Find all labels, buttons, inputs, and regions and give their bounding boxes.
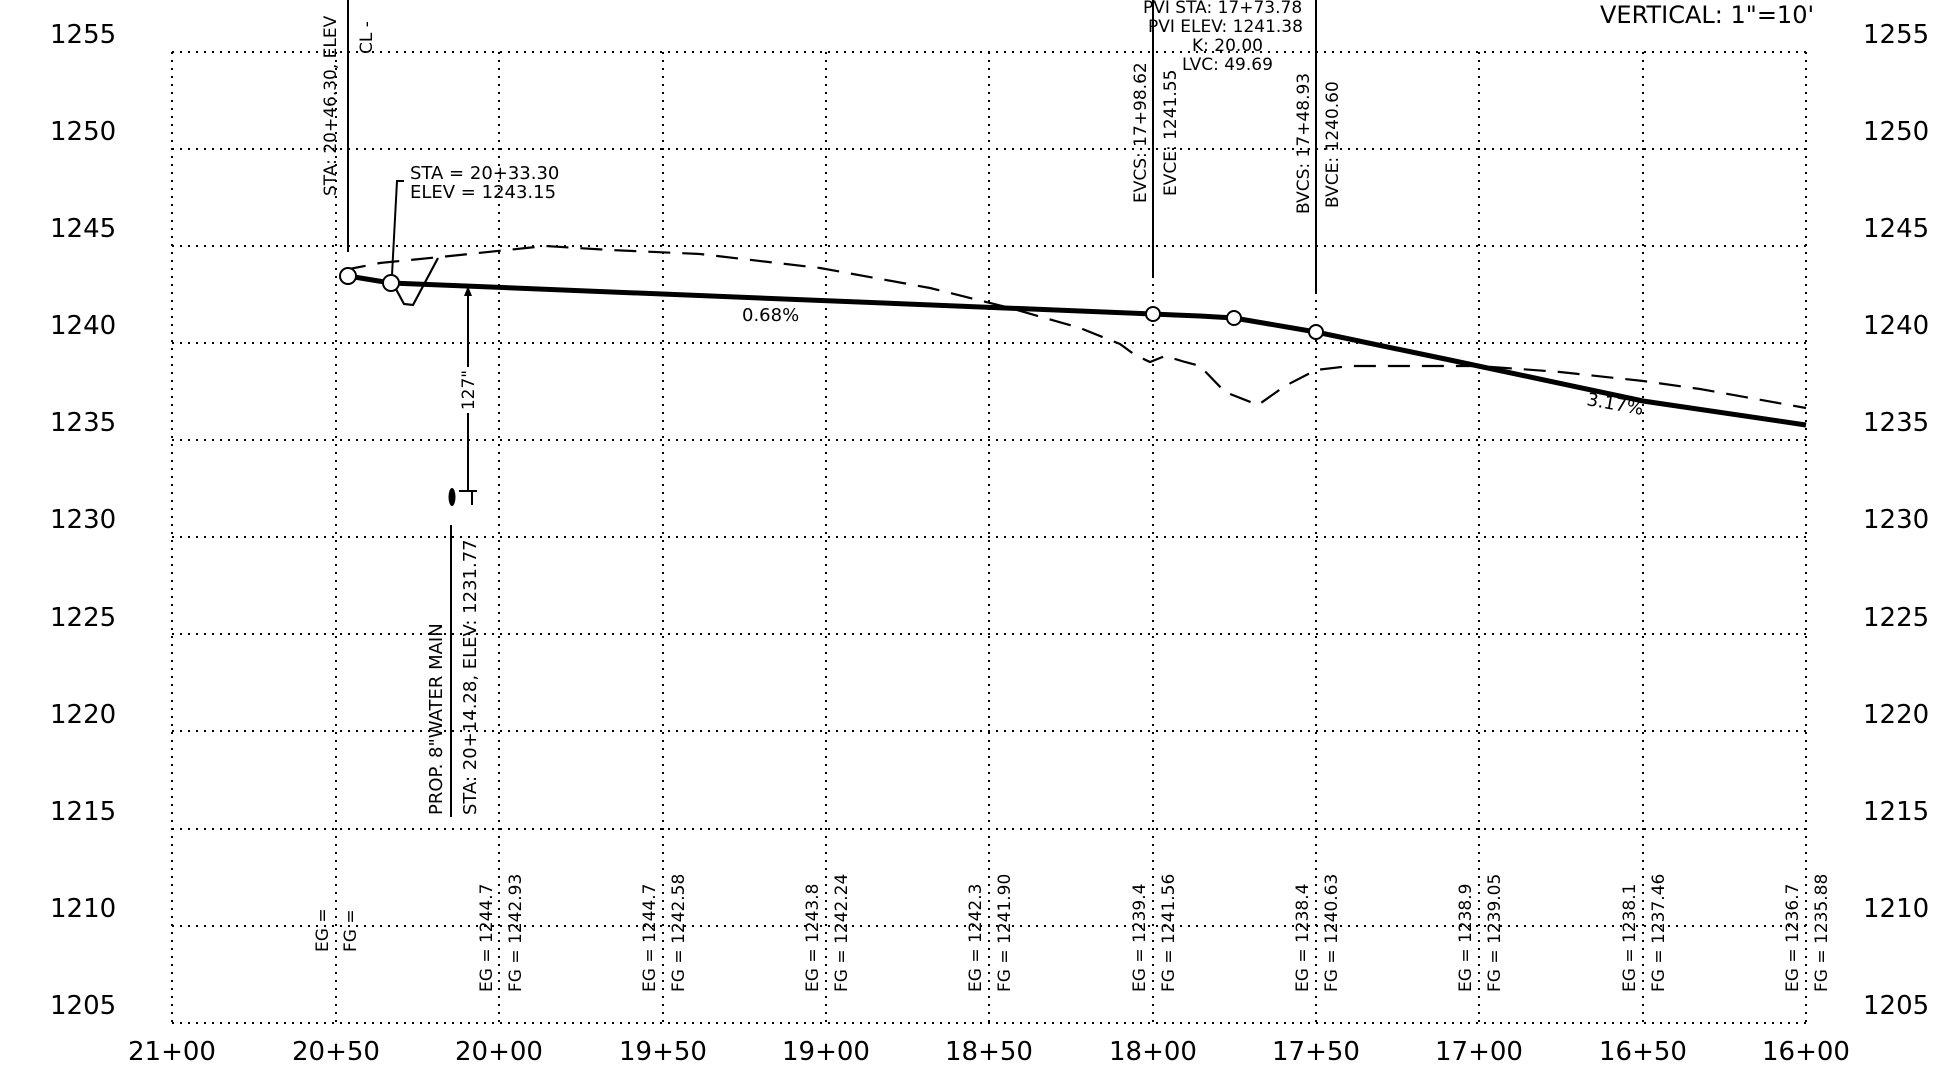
- existing-ground-line: [343, 244, 1807, 410]
- grid: [171, 51, 1807, 1024]
- station-label: 18+50: [945, 1037, 1033, 1066]
- elev-label: 1245: [1863, 214, 1929, 244]
- fg-label: FG = 1241.56: [1159, 874, 1179, 992]
- eg-label: EG =: [313, 908, 333, 952]
- fg-label: FG = 1239.05: [1485, 874, 1505, 992]
- grade-label-1: 0.68%: [742, 305, 799, 326]
- elev-label: 1250: [50, 117, 116, 147]
- evcs-label: EVCS: 17+98.62: [1131, 62, 1151, 203]
- elev-label: 1235: [50, 408, 116, 438]
- finished-grade-line: [347, 273, 1807, 428]
- bvce-label: BVCE: 1240.60: [1323, 81, 1343, 208]
- sta-point-leader: [391, 180, 404, 276]
- fg-label: FG =: [341, 909, 361, 952]
- eg-label: EG = 1243.8: [803, 884, 823, 992]
- eg-label: EG = 1238.9: [1456, 884, 1476, 992]
- elev-label: 1240: [50, 311, 116, 341]
- pvi-k-label: K: 20.00: [1192, 36, 1263, 56]
- elevation-labels-left: 1255 1250 1245 1240 1235 1230 1225 1220 …: [50, 20, 116, 1021]
- point-station-label: STA = 20+33.30: [410, 163, 559, 184]
- eg-label: EG = 1244.7: [477, 884, 497, 992]
- elev-label: 1205: [1863, 991, 1929, 1021]
- eg-label: EG = 1236.7: [1783, 884, 1803, 992]
- fg-label: FG = 1235.88: [1812, 874, 1832, 992]
- station-label: 19+50: [619, 1037, 707, 1066]
- vertical-scale-note: VERTICAL: 1"=10': [1600, 1, 1814, 29]
- grade-label-2: 3.17%: [1585, 389, 1645, 420]
- evcs-marker: [1145, 306, 1161, 322]
- station-labels: 21+00 20+50 20+00 19+50 19+00 18+50 18+0…: [128, 1037, 1850, 1066]
- station-label: 21+00: [128, 1037, 216, 1066]
- elev-label: 1230: [1863, 505, 1929, 535]
- station-label: 17+50: [1272, 1037, 1360, 1066]
- elev-label: 1215: [1863, 797, 1929, 827]
- eg-label: EG = 1239.4: [1130, 884, 1150, 992]
- station-label: 17+00: [1435, 1037, 1523, 1066]
- station-label: 16+50: [1599, 1037, 1687, 1066]
- elev-label: 1210: [1863, 894, 1929, 924]
- water-main-station: STA: 20+14.28, ELEV: 1231.77: [460, 539, 481, 815]
- station-label: 20+50: [292, 1037, 380, 1066]
- fg-label: FG = 1237.46: [1649, 874, 1669, 992]
- elev-label: 1245: [50, 214, 116, 244]
- station-label: 16+00: [1762, 1037, 1850, 1066]
- elev-label: 1235: [1863, 408, 1929, 438]
- station-label: 20+00: [455, 1037, 543, 1066]
- cl-mark-label: CL -: [357, 21, 377, 54]
- elev-label: 1255: [50, 20, 116, 50]
- fg-label: FG = 1242.58: [669, 874, 689, 992]
- fg-label: FG = 1242.24: [832, 874, 852, 992]
- elev-label: 1240: [1863, 311, 1929, 341]
- station-label: 19+00: [782, 1037, 870, 1066]
- eg-label: EG = 1242.3: [966, 884, 986, 992]
- elev-label: 1255: [1863, 20, 1929, 50]
- bottom-elevation-labels: EG = FG = EG = 1244.7 FG = 1242.93 EG = …: [313, 874, 1832, 992]
- pvi-station-label: PVI STA: 17+73.78: [1143, 0, 1302, 18]
- evce-label: EVCE: 1241.55: [1161, 70, 1181, 196]
- point-elevation-label: ELEV = 1243.15: [410, 182, 556, 203]
- fg-label: FG = 1241.90: [995, 874, 1015, 992]
- eg-label: EG = 1244.7: [640, 884, 660, 992]
- elev-label: 1225: [1863, 603, 1929, 633]
- water-main-clearance-dimension: 127": [448, 286, 479, 817]
- pvi-elevation-label: PVI ELEV: 1241.38: [1148, 17, 1303, 37]
- elev-label: 1220: [50, 700, 116, 730]
- cl-point-marker: [339, 267, 357, 285]
- elev-label: 1230: [50, 505, 116, 535]
- eg-label: EG = 1238.1: [1620, 884, 1640, 992]
- fg-label: FG = 1242.93: [506, 874, 526, 992]
- elev-label: 1220: [1863, 700, 1929, 730]
- water-main-title: PROP. 8"WATER MAIN: [426, 623, 447, 815]
- elev-label: 1210: [50, 894, 116, 924]
- eg-label: EG = 1238.4: [1293, 884, 1313, 992]
- station-label: 18+00: [1109, 1037, 1197, 1066]
- pvi-marker: [1226, 310, 1242, 326]
- water-main-pipe-marker: [448, 488, 456, 506]
- elev-label: 1250: [1863, 117, 1929, 147]
- water-clearance-label: 127": [459, 370, 479, 410]
- bvcs-marker: [1308, 324, 1324, 340]
- elev-label: 1215: [50, 797, 116, 827]
- bvcs-label: BVCS: 17+48.93: [1294, 73, 1314, 214]
- elev-label: 1205: [50, 991, 116, 1021]
- sta-point-marker: [382, 274, 400, 292]
- fg-label: FG = 1240.63: [1322, 874, 1342, 992]
- existing-ground-ditch: [389, 257, 439, 307]
- elev-label: 1225: [50, 603, 116, 633]
- cl-station-label: STA: 20+46.30, ELEV: [321, 15, 341, 196]
- elevation-labels-right: 1255 1250 1245 1240 1235 1230 1225 1220 …: [1863, 20, 1929, 1021]
- pvi-lvc-label: LVC: 49.69: [1182, 55, 1273, 75]
